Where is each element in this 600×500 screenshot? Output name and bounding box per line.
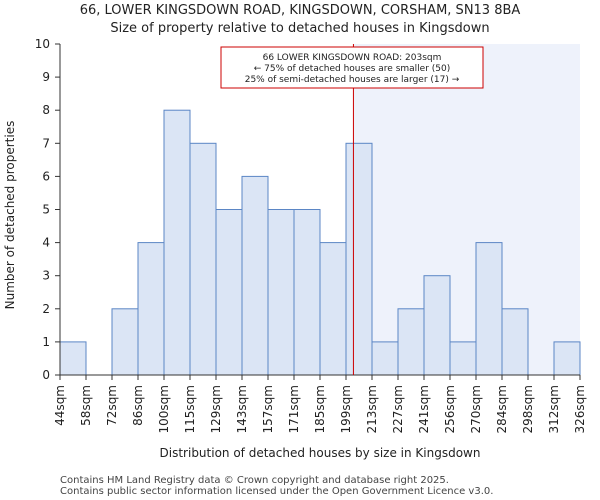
x-tick-label: 44sqm xyxy=(53,385,67,426)
x-tick-label: 213sqm xyxy=(365,385,379,433)
bar-241sqm xyxy=(423,275,451,376)
footer-line-1: Contains HM Land Registry data © Crown c… xyxy=(60,475,449,486)
y-axis-label: Number of detached properties xyxy=(3,121,17,310)
bar-284sqm xyxy=(501,308,529,376)
x-tick-label: 143sqm xyxy=(235,385,249,433)
bar-312sqm xyxy=(553,341,581,376)
x-tick-label: 58sqm xyxy=(79,385,93,426)
annotation-line-3: 25% of semi-detached houses are larger (… xyxy=(245,75,460,85)
bar-115sqm xyxy=(189,142,217,376)
x-tick-label: 312sqm xyxy=(547,385,561,433)
y-tick-label: 9 xyxy=(42,70,50,84)
x-tick-label: 72sqm xyxy=(105,385,119,426)
bar-171sqm xyxy=(293,209,321,376)
footer-line-2: Contains public sector information licen… xyxy=(60,486,493,497)
x-tick-label: 100sqm xyxy=(157,385,171,433)
y-tick-label: 10 xyxy=(35,37,50,51)
x-tick-label: 86sqm xyxy=(131,385,145,426)
y-tick-label: 5 xyxy=(42,203,50,217)
bar-44sqm xyxy=(59,341,87,376)
annotation-line-2: ← 75% of detached houses are smaller (50… xyxy=(254,64,451,74)
y-tick-label: 2 xyxy=(42,302,50,316)
annotation-box xyxy=(220,46,484,89)
bar-143sqm xyxy=(241,175,269,376)
chart-subtitle: Size of property relative to detached ho… xyxy=(110,21,489,36)
bar-86sqm xyxy=(137,242,165,376)
x-tick-label: 129sqm xyxy=(209,385,223,433)
bar-199sqm xyxy=(345,142,373,376)
x-tick-label: 227sqm xyxy=(391,385,405,433)
x-tick-label: 115sqm xyxy=(183,385,197,433)
y-tick-label: 3 xyxy=(42,269,50,283)
x-axis-label: Distribution of detached houses by size … xyxy=(160,446,481,460)
y-tick-label: 7 xyxy=(42,136,50,150)
x-tick-label: 298sqm xyxy=(521,385,535,433)
x-tick-label: 157sqm xyxy=(261,385,275,433)
chart-title: 66, LOWER KINGSDOWN ROAD, KINGSDOWN, COR… xyxy=(80,3,521,18)
x-tick-label: 256sqm xyxy=(443,385,457,433)
bar-213sqm xyxy=(371,341,399,376)
larger-region-highlight xyxy=(353,44,580,375)
x-tick-label: 326sqm xyxy=(573,385,587,433)
x-tick-label: 241sqm xyxy=(417,385,431,433)
y-tick-label: 4 xyxy=(42,236,50,250)
y-tick-label: 0 xyxy=(42,368,50,382)
x-tick-label: 199sqm xyxy=(339,385,353,433)
bar-270sqm xyxy=(475,242,503,376)
bar-72sqm xyxy=(111,308,139,376)
bar-256sqm xyxy=(449,341,477,376)
y-tick-label: 8 xyxy=(42,103,50,117)
x-tick-label: 185sqm xyxy=(313,385,327,433)
x-tick-label: 284sqm xyxy=(495,385,509,433)
bar-157sqm xyxy=(267,209,295,376)
bar-100sqm xyxy=(163,109,191,376)
bar-227sqm xyxy=(397,308,425,376)
bar-185sqm xyxy=(319,242,347,376)
y-tick-label: 1 xyxy=(42,335,50,349)
y-tick-label: 6 xyxy=(42,169,50,183)
x-tick-label: 270sqm xyxy=(469,385,483,433)
annotation-line-1: 66 LOWER KINGSDOWN ROAD: 203sqm xyxy=(263,53,442,63)
x-tick-label: 171sqm xyxy=(287,385,301,433)
bar-129sqm xyxy=(215,209,243,376)
